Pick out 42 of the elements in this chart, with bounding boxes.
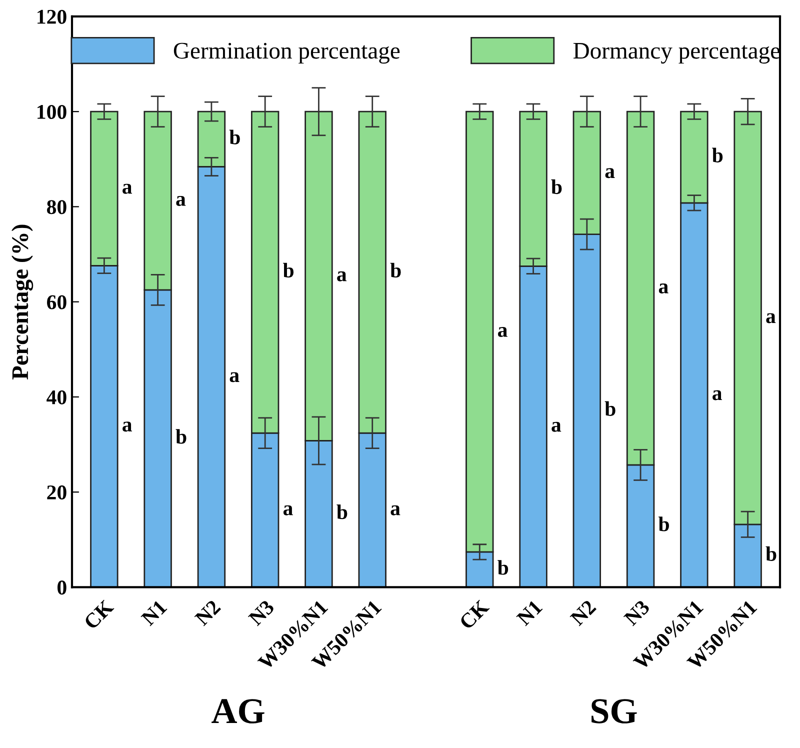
data-label: a <box>766 313 776 324</box>
text: SG <box>592 699 637 724</box>
x-tick-label: N2 <box>570 599 596 626</box>
data-label: a <box>658 284 668 294</box>
x-tick-label: N2 <box>194 599 222 626</box>
data-label: a <box>498 327 508 337</box>
data-label: b <box>283 262 294 278</box>
y-axis-title: Percentage (%) <box>12 224 34 380</box>
data-label: b <box>229 130 240 144</box>
data-label: b <box>712 148 723 162</box>
y-tick-label: 80 <box>47 200 66 214</box>
y-tick-label: 100 <box>38 104 66 120</box>
data-label: b <box>604 401 616 416</box>
data-label: b <box>658 516 669 532</box>
y-tick-label: 20 <box>47 485 66 500</box>
data-label: a <box>605 168 615 178</box>
data-label: b <box>498 560 508 575</box>
data-label: a <box>552 422 562 432</box>
y-tick-label: 120 <box>38 10 66 24</box>
x-tick-label: CK <box>83 598 114 630</box>
y-tick-label: 60 <box>47 295 66 310</box>
data-label: a <box>230 372 240 382</box>
data-label: a <box>390 505 400 516</box>
data-label: a <box>283 505 293 516</box>
x-tick-label: CK <box>458 598 490 630</box>
data-label: a <box>176 196 186 206</box>
data-label: a <box>122 184 132 194</box>
data-label: b <box>336 504 348 520</box>
data-label: a <box>337 271 347 282</box>
text: AG <box>212 699 264 724</box>
y-tick-label: 0 <box>58 580 66 595</box>
data-label: b <box>551 179 562 194</box>
data-label: b <box>390 262 401 278</box>
data-label: a <box>122 422 132 432</box>
legend-label: Germination percentage <box>174 42 400 64</box>
y-tick-label: 40 <box>46 390 66 404</box>
legend-label: Dormancy percentage <box>573 43 780 64</box>
x-tick-label: N1 <box>516 600 543 626</box>
data-label: a <box>712 390 722 400</box>
x-tick-label: N1 <box>140 600 168 626</box>
data-label: b <box>176 429 186 444</box>
data-label: b <box>766 546 776 562</box>
